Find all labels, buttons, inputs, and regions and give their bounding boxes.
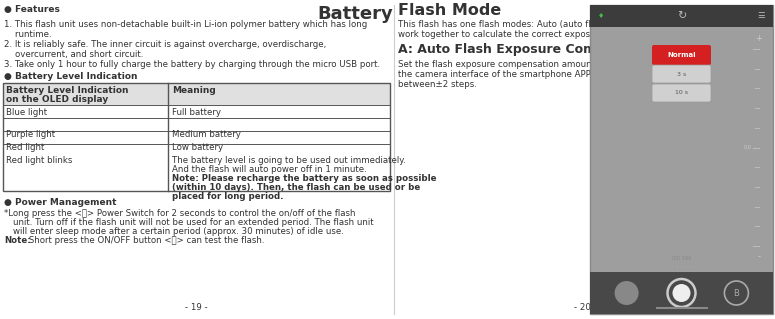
Text: (within 10 days). Then, the flash can be used or be: (within 10 days). Then, the flash can be… [172,183,420,192]
Text: B: B [733,288,739,298]
Text: - 20 -: - 20 - [574,303,597,312]
Text: Red light: Red light [6,143,44,152]
Text: This flash has one flash modes: Auto (auto flash: A). The camera and the Ami wil: This flash has one flash modes: Auto (au… [398,20,749,29]
Text: Set the flash exposure compensation amount on: Set the flash exposure compensation amou… [398,60,608,69]
Text: ↻: ↻ [677,11,686,21]
Text: The battery level is going to be used out immediately.: The battery level is going to be used ou… [172,156,406,165]
Text: Red light blinks: Red light blinks [6,156,72,165]
Text: 3 s: 3 s [677,71,686,77]
Bar [3,83,390,105]
Text: Battery: Battery [317,5,393,23]
Bar [590,5,773,314]
Text: Meaning: Meaning [172,86,215,95]
Text: 0.0: 0.0 [743,145,751,150]
Text: ISO 160: ISO 160 [672,256,691,261]
Text: Blue light: Blue light [6,108,47,117]
Text: Short press the ON/OFF button <⏻> can test the flash.: Short press the ON/OFF button <⏻> can te… [26,236,264,245]
FancyBboxPatch shape [652,65,711,83]
Text: -: - [757,252,760,261]
Text: the camera interface of the smartphone APP: the camera interface of the smartphone A… [398,70,591,79]
Bar [3,83,390,191]
Text: - 19 -: - 19 - [184,303,208,312]
Text: Medium battery: Medium battery [172,130,241,139]
Text: overcurrent, and short circuit.: overcurrent, and short circuit. [4,50,143,59]
Text: Flash Mode: Flash Mode [398,3,501,18]
Text: And the flash will auto power off in 1 minute.: And the flash will auto power off in 1 m… [172,165,367,174]
Text: Full battery: Full battery [172,108,221,117]
Text: unit. Turn off if the flash unit will not be used for an extended period. The fl: unit. Turn off if the flash unit will no… [13,218,374,227]
Text: runtime.: runtime. [4,30,52,39]
Text: +: + [756,34,763,43]
Text: placed for long period.: placed for long period. [172,192,284,201]
Circle shape [673,284,691,302]
Circle shape [615,281,639,305]
Text: ☰: ☰ [757,11,765,20]
Text: 1. This flash unit uses non-detachable built-in Li-ion polymer battery which has: 1. This flash unit uses non-detachable b… [4,20,367,29]
Text: •  •  |  •  |  •  |  •  •: • • | • | • | • • [663,265,701,269]
Text: 2. It is reliably safe. The inner circuit is against overcharge, overdischarge,: 2. It is reliably safe. The inner circui… [4,40,326,49]
Text: work together to calculate the correct exposure for the subject and the backgrou: work together to calculate the correct e… [398,30,763,39]
Text: Low battery: Low battery [172,143,223,152]
Text: ● Features: ● Features [4,5,60,14]
Text: between±2 steps.: between±2 steps. [398,80,477,89]
Text: ♦: ♦ [598,13,605,19]
Text: ● Battery Level Indication: ● Battery Level Indication [4,72,137,81]
Text: ● Power Management: ● Power Management [4,198,116,207]
FancyBboxPatch shape [652,45,711,65]
Text: Note: Please recharge the battery as soon as possible: Note: Please recharge the battery as soo… [172,174,436,183]
Text: *Long press the <⏻> Power Switch for 2 seconds to control the on/off of the flas: *Long press the <⏻> Power Switch for 2 s… [4,209,356,218]
FancyBboxPatch shape [652,84,711,102]
Text: 10 s: 10 s [675,91,688,95]
Text: 3. Take only 1 hour to fully charge the battery by charging through the micro US: 3. Take only 1 hour to fully charge the … [4,60,380,69]
Text: on the OLED display: on the OLED display [6,95,109,104]
Text: Note:: Note: [4,236,31,245]
Text: will enter sleep mode after a certain period (approx. 30 minutes) of idle use.: will enter sleep mode after a certain pe… [13,227,344,236]
Bar [590,5,773,27]
Text: Normal: Normal [667,52,696,58]
Text: A: Auto Flash Exposure Compensation Setting: A: Auto Flash Exposure Compensation Sett… [398,43,721,56]
Text: Purple light: Purple light [6,130,55,139]
Text: Battery Level Indication: Battery Level Indication [6,86,129,95]
Bar [590,272,773,314]
